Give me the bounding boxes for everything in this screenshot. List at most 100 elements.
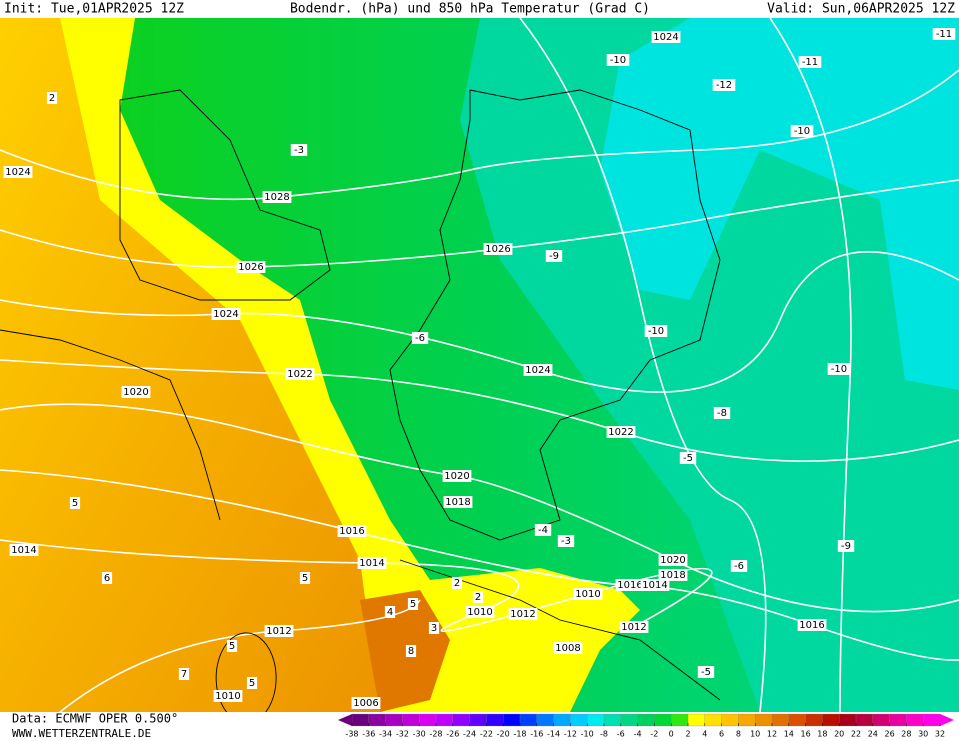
temperature-label: -5: [679, 452, 697, 464]
scale-tick-label: -6: [617, 730, 625, 739]
temperature-label: 5: [407, 598, 419, 610]
scale-swatch: [469, 713, 488, 727]
temperature-label-box: [226, 640, 238, 652]
pressure-label: 1024: [651, 31, 681, 43]
pressure-label: 1024: [523, 364, 553, 376]
pressure-label-text: 1022: [287, 369, 312, 380]
warmer-region: [0, 18, 380, 712]
temperature-label: 5: [299, 572, 311, 584]
scale-tick-label: 18: [817, 730, 827, 739]
temperature-label-box: [932, 28, 956, 40]
scale-swatch: [419, 713, 437, 727]
pressure-label: 1018: [658, 569, 688, 581]
temperature-label-box: [299, 572, 311, 584]
scale-tick-label: 32: [935, 730, 945, 739]
temperature-label-box: [246, 677, 258, 689]
pressure-label-text: 1018: [445, 497, 470, 508]
scale-tick-label: -18: [513, 730, 526, 739]
temperature-label: -3: [290, 144, 308, 156]
pressure-label: 1026: [236, 261, 266, 273]
temperature-label-text: -11: [802, 57, 818, 68]
pressure-label: 1012: [264, 625, 294, 637]
pressure-label-text: 1026: [238, 262, 263, 273]
isobar: [0, 359, 959, 462]
scale-tick-label: -10: [581, 730, 594, 739]
temperature-label-box: [713, 407, 731, 419]
scale-swatch: [351, 713, 370, 727]
scale-swatch: [721, 713, 740, 727]
scale-swatch: [755, 713, 773, 727]
pressure-label: 1020: [442, 470, 472, 482]
temperature-label: 2: [451, 577, 463, 589]
pressure-label: 1014: [9, 544, 39, 556]
temperature-label-box: [798, 56, 822, 68]
temperature-label-box: [534, 524, 552, 536]
pressure-label: 1010: [213, 690, 243, 702]
scale-swatch: [553, 713, 572, 727]
scale-tick-label: 6: [719, 730, 724, 739]
pressure-label-text: 1026: [485, 244, 510, 255]
pressure-label-box: [351, 697, 381, 709]
pressure-label-box: [285, 368, 315, 380]
pressure-label: 1014: [357, 557, 387, 569]
pressure-label-text: 1014: [11, 545, 36, 556]
pressure-label-box: [337, 525, 367, 537]
isobar: [0, 69, 959, 201]
pressure-label-text: 1024: [653, 32, 678, 43]
pressure-label-text: 1024: [525, 365, 550, 376]
pressure-label-text: 1012: [510, 609, 535, 620]
pressure-label-box: [523, 364, 553, 376]
pressure-label: 1016: [615, 579, 645, 591]
temperature-label-box: [384, 606, 396, 618]
pressure-label-box: [357, 557, 387, 569]
scale-swatch: [620, 713, 639, 727]
scale-tick-label: -20: [497, 730, 510, 739]
scale-swatch: [822, 713, 840, 727]
borders: [0, 89, 721, 724]
scale-arrow-left: [338, 714, 352, 726]
border: [0, 329, 221, 521]
temperature-label-text: -10: [831, 364, 847, 375]
pressure-label-text: 1016: [799, 620, 824, 631]
temperature-label: 6: [101, 572, 113, 584]
pressure-label: 1012: [619, 621, 649, 633]
pressure-label-text: 1024: [5, 167, 30, 178]
pressure-label-text: 1014: [642, 580, 667, 591]
hot-region: [360, 590, 450, 712]
scale-tick-label: -2: [650, 730, 658, 739]
scale-tick-label: 22: [851, 730, 861, 739]
temperature-label-text: 5: [410, 599, 416, 610]
pressure-label-box: [658, 569, 688, 581]
pressure-label-text: 1006: [353, 698, 378, 709]
pressure-label: 1028: [262, 191, 292, 203]
pressure-label-box: [483, 243, 513, 255]
temperature-label-text: 3: [431, 623, 437, 634]
pressure-label: 1022: [606, 426, 636, 438]
temperature-label-box: [290, 144, 308, 156]
temperature-label: -4: [534, 524, 552, 536]
temperature-label-box: [644, 325, 668, 337]
pressure-label-box: [211, 308, 241, 320]
temperature-label-text: -11: [936, 29, 952, 40]
pressure-label-text: 1010: [575, 589, 600, 600]
pressure-label-box: [615, 579, 645, 591]
temperature-label: -12: [712, 79, 736, 91]
temperature-label-text: -5: [683, 453, 693, 464]
pressure-label-box: [9, 544, 39, 556]
scale-swatch: [402, 713, 420, 727]
temperature-label: 3: [428, 622, 440, 634]
temperature-label-text: -10: [794, 126, 810, 137]
temperature-label: -10: [644, 325, 668, 337]
scale-swatch: [855, 713, 874, 727]
scale-swatch: [671, 713, 689, 727]
temperature-label-text: 8: [408, 646, 414, 657]
scale-swatch: [587, 713, 605, 727]
temperature-label-text: -5: [701, 667, 711, 678]
scale-swatch: [603, 713, 622, 727]
pressure-label-text: 1018: [660, 570, 685, 581]
temperature-label: -10: [606, 54, 630, 66]
scale-swatch: [889, 713, 908, 727]
scale-swatch: [738, 713, 756, 727]
